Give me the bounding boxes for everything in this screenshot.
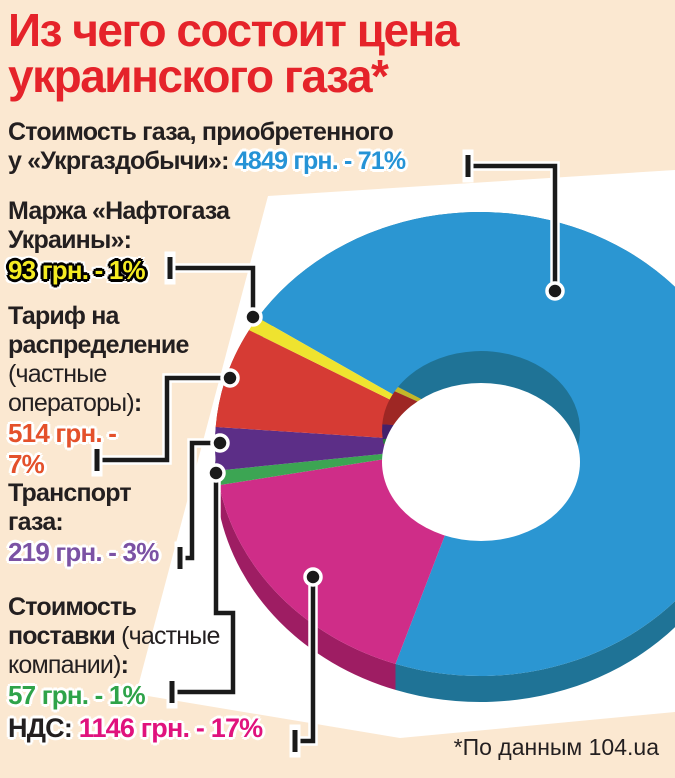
leader-line-postavka bbox=[172, 473, 236, 695]
label-text: Украины»: bbox=[8, 226, 132, 254]
label-value: 57 грн. - 1% bbox=[8, 680, 146, 710]
label-text: Стоимость газа, приобретенного bbox=[8, 118, 394, 146]
leader-dot-tariff bbox=[220, 368, 240, 388]
label-line: операторы): bbox=[8, 389, 189, 418]
label-line: НДС: 1146 грн. - 17% bbox=[8, 713, 263, 743]
label-text: компании) bbox=[8, 651, 121, 679]
slice-side-nds bbox=[219, 485, 396, 690]
leader-line-tariff bbox=[97, 375, 230, 463]
leader-line-nds bbox=[295, 577, 316, 744]
page-title: Из чего состоит цена украинского газа* bbox=[8, 4, 459, 102]
label-line: Стоимость bbox=[8, 593, 220, 622]
label-line: Тариф на bbox=[8, 302, 189, 331]
label-nds: НДС: 1146 грн. - 17% bbox=[8, 713, 263, 743]
label-line: (частные bbox=[8, 360, 189, 389]
label-line: компании): bbox=[8, 651, 220, 680]
label-text: : bbox=[133, 389, 142, 417]
label-marga: Маржа «Нафтогаза Украины»: 93 грн. - 1% bbox=[8, 197, 230, 286]
label-text: : bbox=[120, 651, 129, 679]
leader-line-marga bbox=[170, 265, 256, 317]
label-line: 93 грн. - 1% bbox=[8, 255, 229, 286]
label-line: Стоимость газа, приобретенного bbox=[8, 118, 405, 147]
label-text: операторы) bbox=[8, 389, 135, 417]
slice-ukrgaz bbox=[257, 212, 675, 676]
label-text: Стоимость bbox=[8, 593, 137, 621]
title-line-2: украинского газа* bbox=[8, 50, 389, 102]
label-value: 93 грн. - 1% bbox=[8, 255, 146, 285]
label-text: распределение bbox=[8, 331, 189, 359]
title-line-1: Из чего состоит цена bbox=[8, 4, 459, 56]
label-postavka: Стоимость поставки (частные компании): 57 г… bbox=[8, 593, 220, 711]
label-text: поставки bbox=[8, 622, 122, 650]
label-text: (частные bbox=[121, 622, 220, 650]
slice-transport bbox=[215, 427, 480, 471]
label-line: у «Укргаздобычи»: 4849 грн. - 71% bbox=[8, 147, 406, 176]
donut-hole bbox=[382, 383, 580, 541]
leader-dot-postavka bbox=[206, 463, 226, 483]
label-line: распределение bbox=[8, 331, 189, 360]
label-value: 4849 грн. - 71% bbox=[234, 147, 406, 175]
label-text: у «Укргаздобычи»: bbox=[8, 147, 235, 175]
leader-line-ukrgaz bbox=[468, 163, 558, 291]
label-value: 7% bbox=[8, 449, 45, 479]
label-text: газа: bbox=[8, 508, 64, 536]
leader-dot-marga bbox=[243, 307, 263, 327]
source-note: *По данным 104.ua bbox=[453, 734, 659, 760]
label-text: Транспорт bbox=[8, 479, 132, 507]
label-text: Маржа «Нафтогаза bbox=[8, 197, 230, 225]
label-line: газа: bbox=[8, 508, 159, 537]
leader-line-transport bbox=[180, 440, 220, 561]
label-text: Тариф на bbox=[8, 302, 119, 330]
label-ukrgaz: Стоимость газа, приобретенного у «Укргазд… bbox=[8, 118, 406, 176]
label-text: (частные bbox=[8, 360, 107, 388]
leader-dot-nds bbox=[303, 567, 323, 587]
label-line: Маржа «Нафтогаза bbox=[8, 197, 230, 226]
label-line: 57 грн. - 1% bbox=[8, 680, 220, 711]
label-value: 219 грн. - 3% bbox=[8, 537, 159, 567]
label-text: НДС: bbox=[8, 713, 79, 743]
label-line: 7% bbox=[8, 449, 189, 480]
label-transport: Транспорт газа: 219 грн. - 3% bbox=[8, 479, 159, 568]
label-line: Транспорт bbox=[8, 479, 159, 508]
label-line: Украины»: bbox=[8, 226, 229, 255]
label-line: поставки (частные bbox=[8, 622, 220, 651]
leader-dot-transport bbox=[210, 433, 230, 453]
label-line: 514 грн. - bbox=[8, 418, 189, 449]
leader-dot-ukrgaz bbox=[545, 281, 565, 301]
label-tariff: Тариф на распределение (частные операторы):… bbox=[8, 302, 189, 480]
label-line: 219 грн. - 3% bbox=[8, 537, 159, 568]
label-value: 1146 грн. - 17% bbox=[78, 713, 263, 743]
label-value: 514 грн. - bbox=[8, 418, 117, 448]
